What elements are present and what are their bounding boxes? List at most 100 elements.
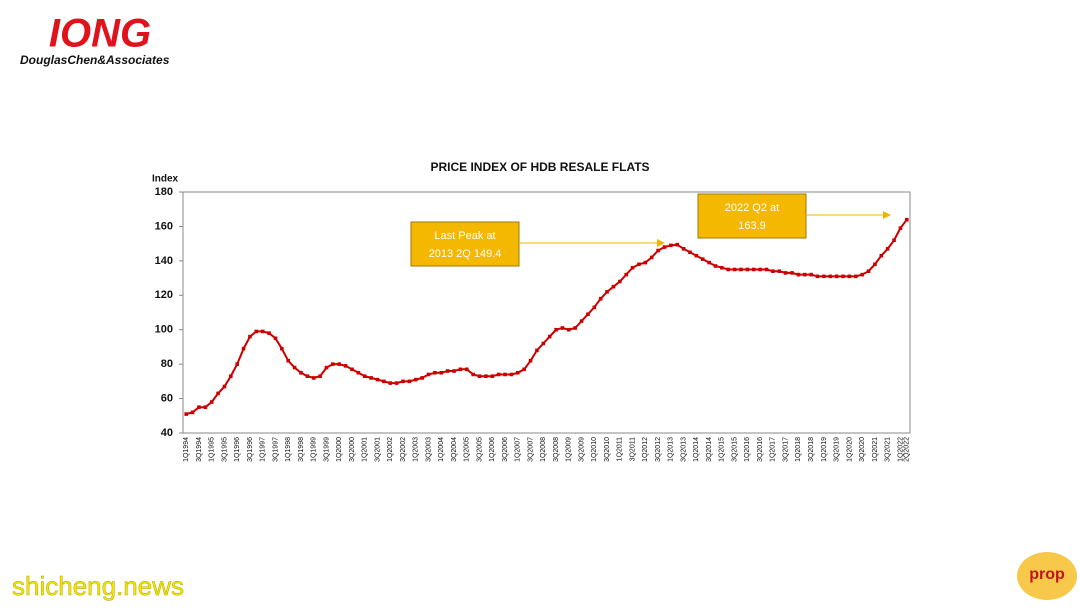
data-point <box>643 260 648 265</box>
x-tick-label: 1Q2014 <box>693 437 700 462</box>
x-tick-label: 3Q2015 <box>731 437 738 462</box>
data-point <box>203 405 208 409</box>
data-point <box>790 271 794 275</box>
data-point <box>209 400 214 404</box>
annotation-box <box>697 193 807 239</box>
data-point <box>758 267 762 272</box>
data-point <box>707 260 711 265</box>
data-point <box>477 374 482 378</box>
data-point <box>879 253 884 258</box>
data-point <box>439 370 444 375</box>
data-point <box>898 226 903 230</box>
x-tick-label: 1Q2007 <box>515 437 522 462</box>
data-point <box>567 327 571 332</box>
data-point <box>311 376 316 380</box>
badge: prop <box>1029 566 1065 583</box>
data-point <box>669 243 673 248</box>
data-point <box>745 267 750 272</box>
data-point <box>382 379 386 384</box>
x-tick-label: 1Q2010 <box>591 437 598 462</box>
data-point <box>573 326 577 330</box>
data-point <box>260 329 265 334</box>
x-tick-label: 1Q2002 <box>387 437 394 462</box>
annotation-text: 163.9 <box>738 220 766 232</box>
x-tick-label: 1Q2005 <box>464 437 471 462</box>
x-tick-label: 3Q2017 <box>782 437 789 462</box>
data-point <box>413 377 418 382</box>
x-tick-label: 3Q1999 <box>323 437 330 462</box>
data-point <box>331 362 335 366</box>
data-point <box>771 269 775 273</box>
x-tick-label: 1Q2009 <box>566 437 573 462</box>
data-point <box>229 374 233 378</box>
x-tick-label: 1Q2003 <box>413 437 420 462</box>
data-point <box>681 247 686 251</box>
data-point <box>873 262 877 267</box>
x-tick-label: 3Q2000 <box>349 437 356 462</box>
data-point <box>522 367 526 372</box>
data-point <box>235 362 240 366</box>
plot-frame <box>182 191 911 434</box>
watermark: shicheng.news <box>12 571 184 601</box>
data-point <box>222 384 227 389</box>
data-point <box>688 250 692 255</box>
data-point <box>726 267 731 272</box>
data-point <box>860 272 864 277</box>
data-point <box>388 381 393 385</box>
x-tick-label: 3Q1996 <box>247 437 254 462</box>
x-tick-label: 1Q1994 <box>183 437 190 462</box>
x-tick-label: 1Q2017 <box>770 437 777 462</box>
data-point <box>605 290 609 294</box>
data-point <box>541 341 546 346</box>
data-point <box>637 262 641 267</box>
data-point <box>190 410 195 415</box>
data-point <box>458 367 463 372</box>
data-point <box>905 217 909 222</box>
x-tick-label: 3Q1995 <box>221 437 228 462</box>
data-point <box>796 272 801 277</box>
data-point <box>853 274 858 279</box>
x-tick-label: 3Q2012 <box>655 437 662 462</box>
data-point <box>401 379 405 384</box>
data-point <box>324 365 329 370</box>
x-tick-label: 3Q2011 <box>629 437 636 461</box>
data-point <box>822 274 826 279</box>
x-tick-label: 1Q1995 <box>209 437 216 462</box>
data-point <box>560 326 565 330</box>
y-axis-label: Index <box>152 174 179 185</box>
data-point <box>547 334 552 339</box>
logo-name: DouglasChen&Associates <box>20 53 170 67</box>
data-point <box>802 272 807 277</box>
chart-title: PRICE INDEX OF HDB RESALE FLATS <box>430 160 649 174</box>
x-tick-label: 1Q2000 <box>336 437 343 462</box>
data-point <box>866 269 871 273</box>
x-tick-label: 3Q2004 <box>451 437 458 462</box>
data-point <box>464 367 469 372</box>
data-point <box>841 274 845 279</box>
x-tick-label: 3Q1998 <box>298 437 305 462</box>
x-tick-label: 3Q2010 <box>604 437 611 462</box>
y-tick-label: 100 <box>155 324 173 336</box>
x-tick-label: 1Q2018 <box>795 437 802 462</box>
data-point <box>286 358 291 363</box>
y-tick-label: 180 <box>155 186 173 198</box>
x-tick-label: 1Q2012 <box>642 437 649 462</box>
annotation-box <box>410 221 520 267</box>
x-tick-label: 1Q2008 <box>540 437 547 462</box>
data-point <box>452 369 456 373</box>
data-point <box>662 245 667 249</box>
x-tick-label: 1Q1997 <box>260 437 267 462</box>
data-point <box>420 376 424 380</box>
data-point <box>618 279 622 284</box>
x-tick-label: 3Q2005 <box>476 437 483 462</box>
data-point <box>267 331 271 335</box>
data-point <box>369 376 373 380</box>
data-point <box>254 329 259 334</box>
x-tick-label: 3Q2021 <box>885 437 892 462</box>
x-tick-label: 3Q1997 <box>272 437 279 462</box>
data-point <box>197 405 201 409</box>
x-tick-label: 3Q1994 <box>196 437 203 462</box>
data-point <box>184 412 188 416</box>
data-point <box>350 367 354 372</box>
